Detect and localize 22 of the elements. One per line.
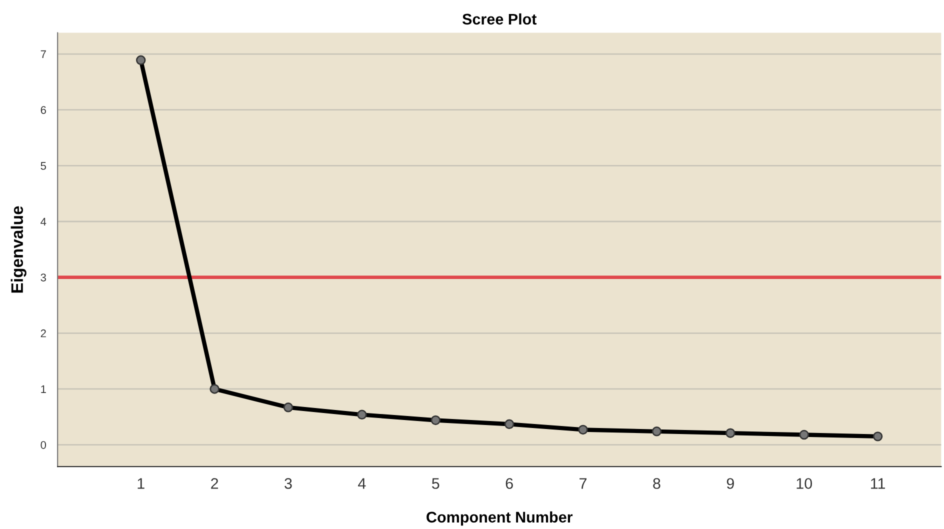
y-tick-label: 5	[40, 162, 46, 170]
y-tick-label: 4	[40, 218, 46, 226]
y-tick-label: 2	[40, 329, 46, 338]
y-tick-label: 1	[41, 385, 46, 394]
x-tick-label: 8	[653, 478, 660, 489]
chart-title: Scree Plot	[462, 13, 537, 25]
x-tick-label: 4	[358, 478, 366, 489]
x-tick-label: 5	[432, 478, 440, 489]
x-tick-label: 11	[871, 478, 885, 489]
y-tick-label: 6	[40, 106, 46, 114]
y-axis-title: Eigenvalue	[10, 206, 26, 293]
x-tick-label: 6	[506, 478, 513, 489]
x-tick-label: 3	[284, 478, 292, 489]
y-tick-label: 7	[40, 50, 46, 58]
y-tick-label: 0	[40, 441, 46, 449]
x-axis-title: Component Number	[426, 511, 573, 526]
x-tick-label: 2	[211, 478, 218, 489]
x-tick-label: 1	[138, 478, 144, 489]
x-tick-label: 10	[796, 478, 812, 489]
x-tick-label: 7	[580, 478, 586, 489]
y-tick-label: 3	[40, 274, 46, 282]
x-tick-label: 9	[726, 478, 734, 489]
